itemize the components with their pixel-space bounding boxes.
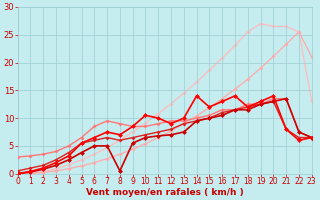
X-axis label: Vent moyen/en rafales ( km/h ): Vent moyen/en rafales ( km/h )	[86, 188, 244, 197]
